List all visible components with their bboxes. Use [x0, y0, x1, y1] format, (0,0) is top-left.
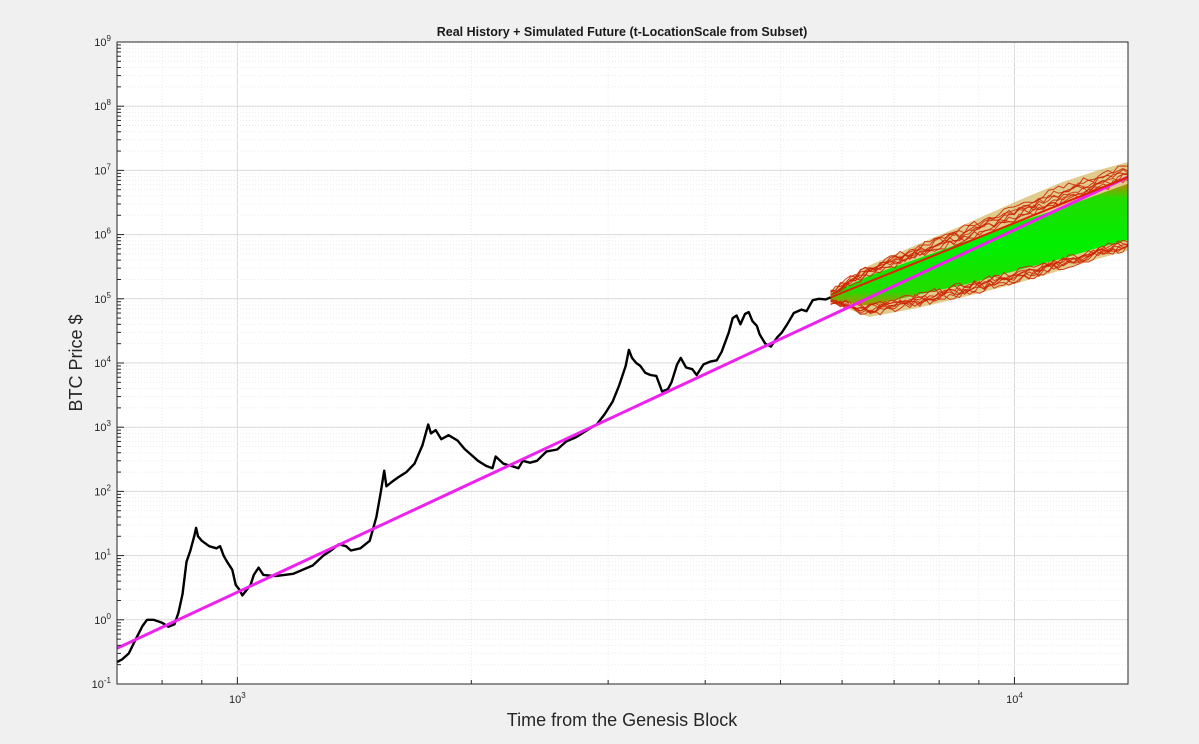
y-tick-label: 100: [94, 612, 111, 627]
grid: [117, 41, 1128, 685]
y-tick-label: 106: [94, 227, 111, 242]
simulated-path: [830, 245, 1128, 316]
y-tick-label: 10-1: [92, 676, 112, 691]
y-tick-label: 105: [94, 291, 111, 306]
y-tick-label: 101: [94, 548, 111, 563]
series-group: [117, 175, 1128, 664]
y-tick-label: 109: [94, 34, 111, 49]
price-history-line: [117, 296, 832, 664]
x-tick-label: 104: [1006, 691, 1023, 706]
y-tick-label: 103: [94, 419, 111, 434]
simulated-path: [830, 173, 1128, 294]
y-axis-label: BTC Price $: [66, 314, 86, 411]
simulated-median-line: [830, 176, 1128, 299]
y-tick-label: 102: [94, 483, 111, 498]
y-tick-label: 108: [94, 98, 111, 113]
y-tick-label: 104: [94, 355, 111, 370]
chart-title: Real History + Simulated Future (t-Locat…: [437, 25, 808, 39]
x-axis-label: Time from the Genesis Block: [507, 710, 738, 730]
x-tick-label: 103: [229, 691, 246, 706]
power-law-fit-line: [117, 175, 1128, 650]
axis-ticks: 10-1 100 101 102 103 104 105 106 107 108 109 103 104: [92, 34, 1024, 706]
simulated-path: [830, 240, 1128, 311]
simulated-path: [830, 172, 1128, 292]
simulated-path: [830, 243, 1128, 315]
simulated-path: [830, 242, 1128, 313]
simulated-path: [830, 167, 1128, 294]
simulated-path: [830, 179, 1128, 295]
y-tick-label: 107: [94, 162, 111, 177]
